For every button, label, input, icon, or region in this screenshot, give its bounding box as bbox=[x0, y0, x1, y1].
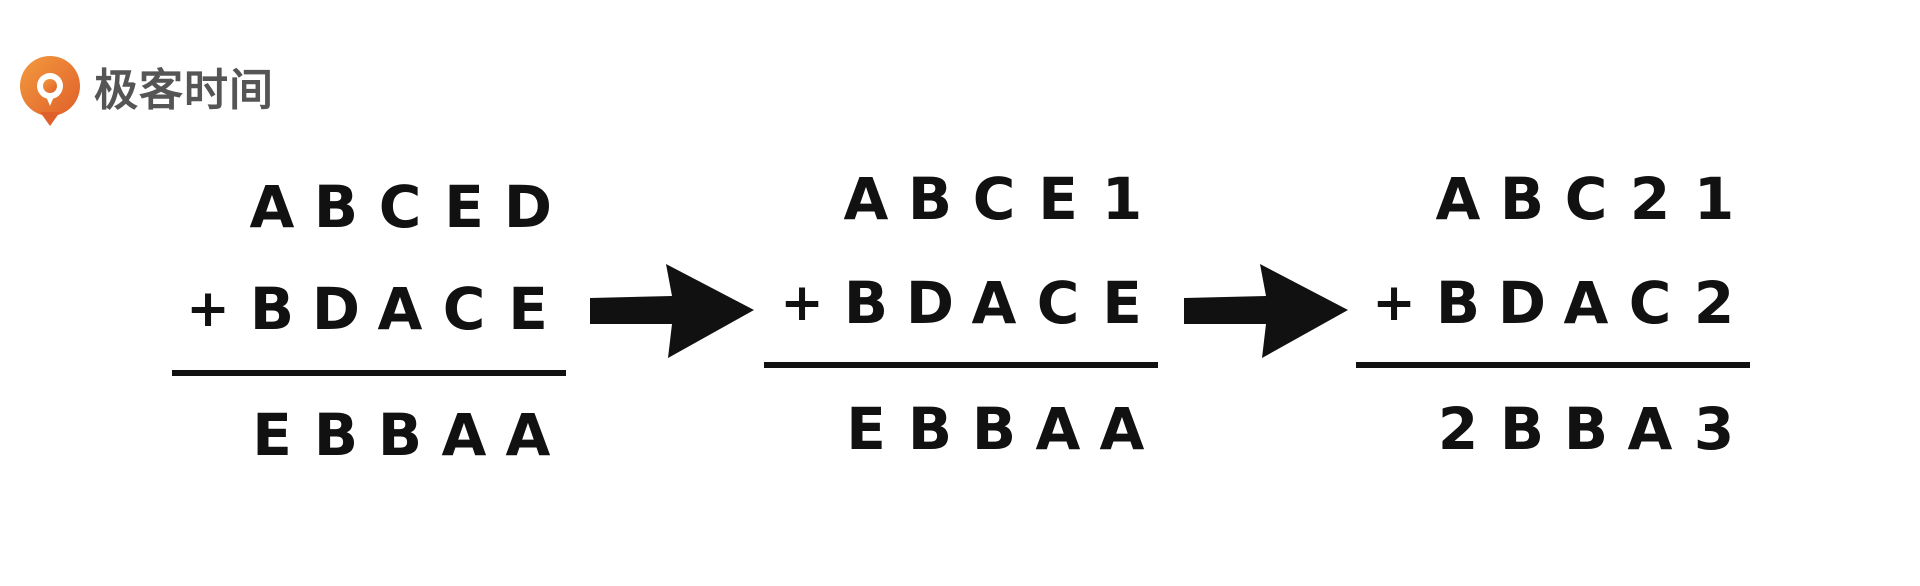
digit: 1 bbox=[1693, 165, 1735, 233]
geektime-logo-icon bbox=[20, 56, 80, 126]
addend-2-row: + B D A C 2 bbox=[1362, 268, 1746, 338]
digit: D bbox=[905, 269, 955, 337]
digit: A bbox=[377, 275, 423, 343]
addend-2-row: + B D A C E bbox=[770, 268, 1154, 338]
digit: E bbox=[1038, 165, 1078, 233]
digit: B bbox=[377, 401, 423, 469]
digit: E bbox=[444, 173, 484, 241]
digit: C bbox=[378, 173, 422, 241]
brand-name: 极客时间 bbox=[94, 65, 274, 116]
digit: 1 bbox=[1101, 165, 1143, 233]
digit: B bbox=[1499, 395, 1545, 463]
sum-row: E B B A A bbox=[834, 394, 1154, 464]
digit: B bbox=[907, 395, 953, 463]
digit: B bbox=[1563, 395, 1609, 463]
digit: A bbox=[1435, 165, 1481, 233]
digit: A bbox=[843, 165, 889, 233]
digit: B bbox=[1435, 269, 1481, 337]
digit: B bbox=[971, 395, 1017, 463]
digit: 2 bbox=[1693, 269, 1735, 337]
brand-logo: 极客时间 bbox=[18, 54, 274, 128]
sum-rule bbox=[764, 362, 1158, 368]
digit: A bbox=[1099, 395, 1145, 463]
right-arrow-icon bbox=[1184, 264, 1348, 358]
digit: 3 bbox=[1693, 395, 1735, 463]
plus-sign: + bbox=[780, 273, 824, 333]
digit: 2 bbox=[1437, 395, 1479, 463]
digit: A bbox=[1035, 395, 1081, 463]
digit: E bbox=[252, 401, 292, 469]
digit: D bbox=[503, 173, 553, 241]
digit: D bbox=[1497, 269, 1547, 337]
sum-rule bbox=[172, 370, 566, 376]
digit: E bbox=[846, 395, 886, 463]
digit: 2 bbox=[1629, 165, 1671, 233]
digit: A bbox=[1563, 269, 1609, 337]
addend-1-row: A B C E D bbox=[240, 172, 560, 242]
digit: B bbox=[313, 401, 359, 469]
plus-sign: + bbox=[186, 279, 230, 339]
digit: C bbox=[442, 275, 486, 343]
digit: A bbox=[441, 401, 487, 469]
digit: A bbox=[249, 173, 295, 241]
sum-rule bbox=[1356, 362, 1750, 368]
digit: C bbox=[1628, 269, 1672, 337]
sum-row: 2 B B A 3 bbox=[1426, 394, 1746, 464]
digit: C bbox=[1036, 269, 1080, 337]
addend-1-row: A B C E 1 bbox=[834, 164, 1154, 234]
digit: A bbox=[1627, 395, 1673, 463]
addend-1-row: A B C 2 1 bbox=[1426, 164, 1746, 234]
digit: C bbox=[972, 165, 1016, 233]
digit: C bbox=[1564, 165, 1608, 233]
digit: B bbox=[249, 275, 295, 343]
digit: B bbox=[907, 165, 953, 233]
digit: E bbox=[508, 275, 548, 343]
digit: A bbox=[971, 269, 1017, 337]
addend-2-row: + B D A C E bbox=[176, 274, 560, 344]
sum-row: E B B A A bbox=[240, 400, 560, 470]
digit: B bbox=[313, 173, 359, 241]
right-arrow-icon bbox=[590, 264, 754, 358]
digit: B bbox=[1499, 165, 1545, 233]
digit: A bbox=[505, 401, 551, 469]
digit: B bbox=[843, 269, 889, 337]
digit: E bbox=[1102, 269, 1142, 337]
digit: D bbox=[311, 275, 361, 343]
plus-sign: + bbox=[1372, 273, 1416, 333]
